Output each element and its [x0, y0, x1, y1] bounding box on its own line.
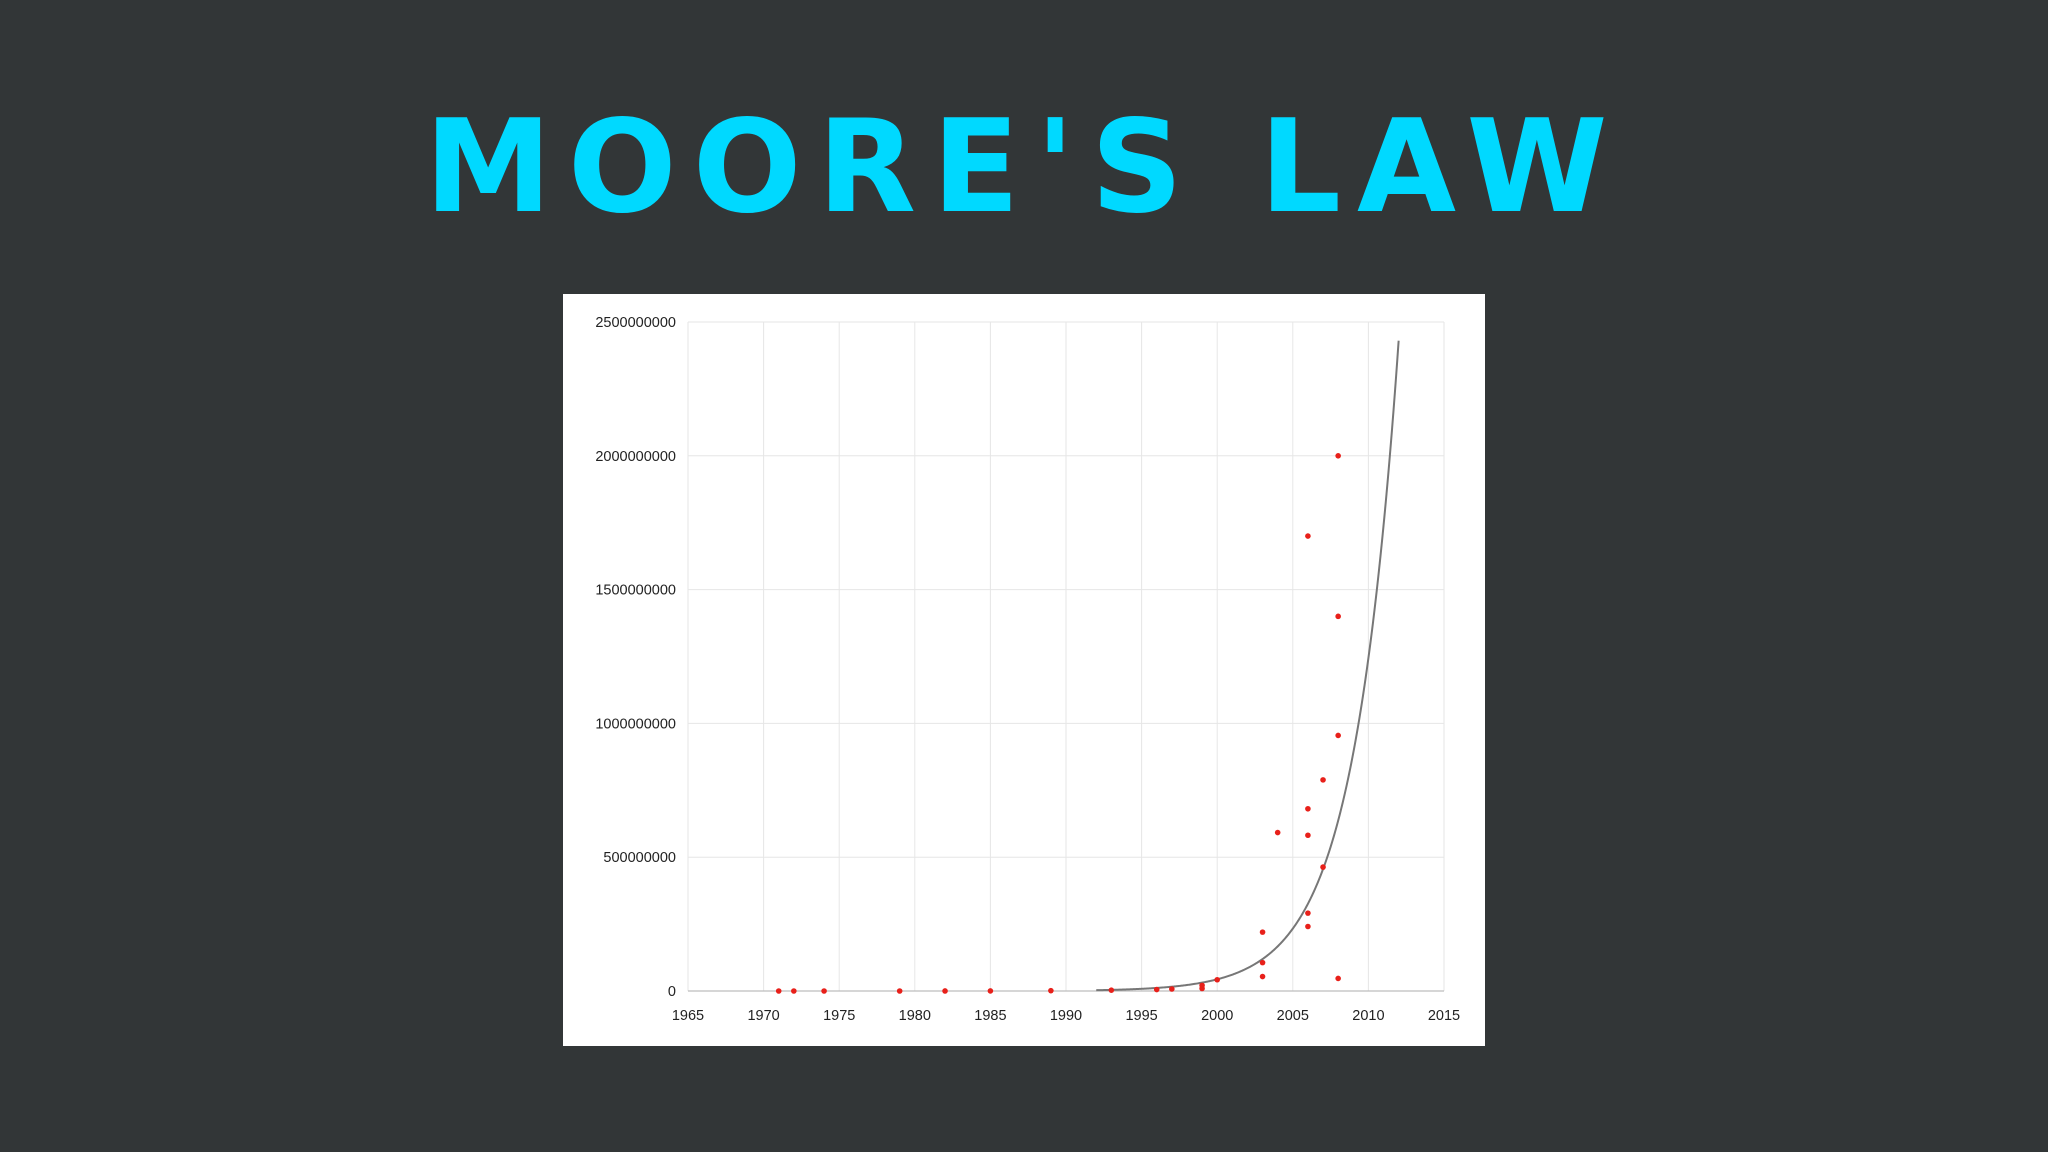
trend-line	[1096, 340, 1400, 992]
y-tick-labels: 0 500000000 1000000000 1500000000 2000000000…	[595, 315, 676, 1000]
x-tick-label: 1980	[899, 1008, 931, 1024]
x-tick-label: 2015	[1428, 1008, 1460, 1024]
x-tick-label: 1970	[747, 1008, 779, 1024]
y-tick-label: 1000000000	[595, 716, 676, 732]
data-point	[1305, 533, 1311, 539]
data-point	[1320, 777, 1326, 783]
data-point	[1305, 910, 1311, 916]
data-point	[1048, 987, 1054, 994]
grid-lines	[687, 321, 1445, 991]
data-point	[1335, 453, 1341, 459]
x-tick-label: 2010	[1352, 1008, 1384, 1024]
data-point	[1153, 986, 1160, 993]
data-point	[1335, 732, 1341, 739]
y-tick-label: 0	[668, 984, 676, 1000]
data-points	[775, 453, 1341, 994]
x-tick-label: 2000	[1201, 1008, 1233, 1024]
slide-title: MOORE'S LAW	[424, 93, 1624, 242]
trend-line-group	[1096, 340, 1400, 992]
x-tick-labels: 1965 1970 1975 1980 1985 1990 1995 2000 2005 2010…	[672, 1008, 1460, 1024]
data-point	[791, 988, 797, 994]
data-point	[1199, 982, 1205, 989]
x-tick-label: 2005	[1277, 1008, 1309, 1024]
data-point	[1305, 805, 1311, 812]
scatter-chart: 0 500000000 1000000000 1500000000 2000000000…	[595, 315, 1460, 1024]
data-point	[1274, 829, 1281, 836]
data-point	[1320, 864, 1326, 870]
data-point	[821, 988, 827, 994]
data-point	[1169, 986, 1175, 992]
x-tick-label: 1975	[823, 1008, 855, 1024]
chart-panel: 0 500000000 1000000000 1500000000 2000000000…	[563, 294, 1485, 1046]
data-point	[896, 988, 903, 994]
data-point	[1259, 929, 1266, 935]
data-point	[942, 988, 948, 994]
data-point	[1108, 987, 1115, 993]
data-point	[1259, 959, 1266, 966]
data-point	[987, 988, 994, 994]
data-point	[1305, 832, 1311, 839]
x-tick-label: 1965	[672, 1008, 704, 1024]
x-tick-label: 1990	[1050, 1008, 1082, 1024]
data-point	[1214, 976, 1220, 983]
y-tick-label: 500000000	[603, 850, 676, 866]
data-point	[1259, 973, 1266, 980]
data-point	[1335, 613, 1341, 620]
data-point	[775, 988, 782, 994]
x-tick-label: 1995	[1125, 1008, 1157, 1024]
x-tick-label: 1985	[974, 1008, 1006, 1024]
data-point	[1305, 923, 1311, 930]
y-tick-label: 2000000000	[595, 449, 676, 465]
y-tick-label: 2500000000	[595, 315, 676, 331]
data-point	[1335, 975, 1341, 982]
y-tick-label: 1500000000	[595, 583, 676, 599]
